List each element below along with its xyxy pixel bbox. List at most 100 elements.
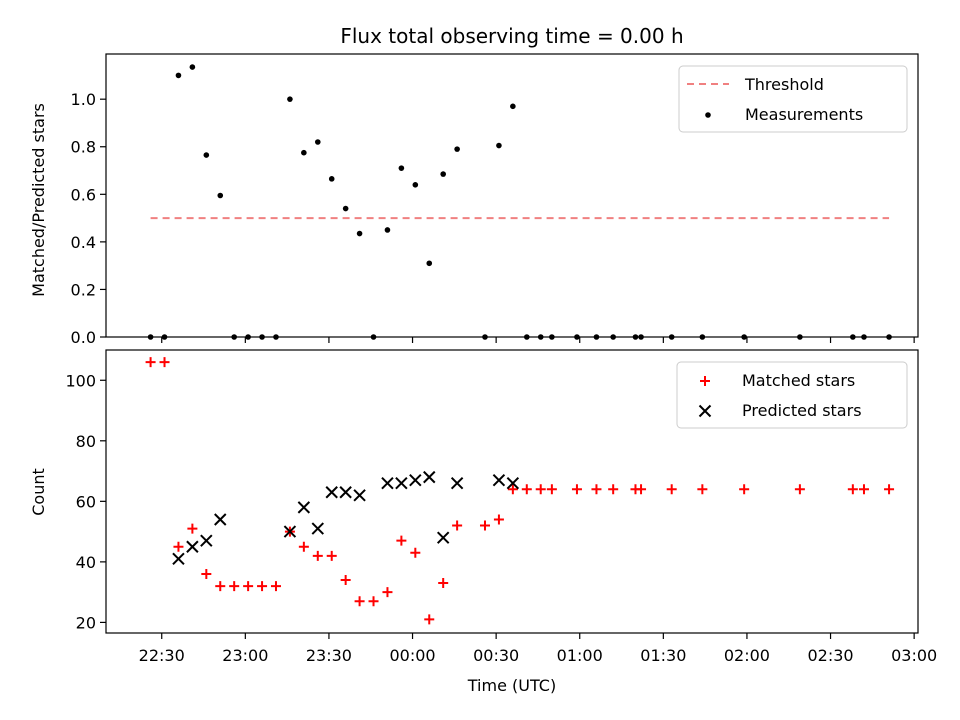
matched-star-point	[535, 484, 546, 495]
x-tick-label: 00:00	[389, 646, 435, 665]
matched-star-point	[340, 575, 351, 586]
measurement-point	[412, 181, 419, 188]
measurement-point	[440, 171, 446, 177]
x-tick-label: 22:30	[139, 646, 185, 665]
matched-star-point	[298, 541, 309, 552]
matched-star-point	[173, 541, 184, 552]
matched-star-point	[382, 587, 393, 598]
y-tick-label: 20	[76, 613, 96, 632]
matched-star-point	[608, 484, 619, 495]
measurement-point	[593, 334, 600, 340]
measurement-point	[523, 334, 530, 340]
matched-star-point	[270, 581, 281, 592]
measurement-point	[314, 139, 321, 145]
matched-star-point	[396, 535, 407, 546]
matched-star-point	[145, 357, 156, 368]
measurement-point	[189, 64, 196, 70]
measurement-point	[537, 334, 544, 340]
axes-frame	[105, 53, 919, 338]
measurement-point	[549, 334, 555, 340]
legend-swatch-measurements	[705, 112, 711, 118]
matched-star-point	[493, 514, 504, 525]
measurement-point	[217, 192, 224, 199]
predicted-star-point	[186, 540, 199, 553]
y-tick-label: 0.4	[71, 233, 96, 252]
matched-star-point	[739, 484, 750, 495]
matched-star-point	[215, 581, 226, 592]
legend-label-predicted: Predicted stars	[742, 401, 862, 420]
measurement-point	[259, 334, 265, 340]
predicted-star-point	[423, 470, 436, 484]
predicted-star-point	[311, 522, 324, 535]
matched-star-point	[591, 484, 602, 495]
measurement-point	[287, 96, 293, 102]
y-tick-label: 40	[76, 553, 96, 572]
matched-star-point	[858, 484, 869, 495]
measurement-point	[273, 334, 279, 340]
matched-star-point	[257, 581, 268, 592]
measurement-point	[850, 334, 856, 340]
measurement-point	[496, 142, 502, 149]
legend-swatch-predicted	[698, 404, 712, 418]
matched-star-point	[847, 484, 858, 495]
predicted-star-point	[381, 476, 394, 490]
matched-star-point	[187, 523, 198, 534]
measurement-point	[632, 334, 639, 340]
measurement-point	[861, 334, 867, 340]
y-tick-label: 0.2	[71, 280, 96, 299]
predicted-star-point	[409, 473, 422, 487]
y-tick-label: 1.0	[71, 90, 96, 109]
matched-star-point	[229, 581, 240, 592]
measurement-point	[384, 227, 391, 233]
measurement-point	[231, 334, 237, 340]
predicted-star-point	[436, 531, 450, 544]
predicted-star-point	[214, 513, 227, 526]
matched-star-point	[546, 484, 557, 495]
x-tick-label: 02:30	[807, 646, 853, 665]
matched-star-point	[666, 484, 677, 495]
y-axis-label: Matched/Predicted stars	[29, 103, 48, 297]
measurement-point	[342, 205, 349, 212]
x-tick-label: 00:30	[473, 646, 519, 665]
predicted-star-point	[353, 489, 366, 502]
measurement-point	[510, 103, 516, 110]
matched-star-point	[354, 596, 365, 607]
matched-star-point	[571, 484, 582, 495]
matched-star-point	[410, 547, 421, 558]
x-tick-label: 23:30	[306, 646, 352, 665]
measurement-point	[426, 260, 433, 267]
y-axis-label: Count	[29, 468, 48, 516]
legend-label-matched: Matched stars	[742, 371, 855, 390]
matched-star-point	[507, 484, 518, 495]
measurement-point	[638, 334, 644, 340]
matched-star-point	[521, 484, 532, 495]
predicted-star-point	[200, 534, 213, 547]
measurement-point	[482, 334, 488, 340]
measurement-point	[398, 165, 405, 171]
bottom-panel: 20 40 60 80 100 22:30 23:00 23:30 00:00 00:30 01:0…	[29, 349, 937, 665]
measurement-point	[147, 334, 154, 340]
matched-star-point	[312, 550, 323, 561]
matched-star-point	[452, 520, 463, 531]
measurement-point	[175, 72, 182, 79]
matched-star-point	[794, 484, 805, 495]
axes-frame	[105, 349, 919, 634]
matched-star-point	[438, 578, 449, 589]
y-tick-label: 100	[65, 371, 96, 390]
x-tick-label: 23:00	[222, 646, 268, 665]
y-tick-label: 80	[76, 432, 96, 451]
predicted-star-point	[283, 525, 297, 538]
measurement-point	[797, 334, 803, 340]
legend-bottom: Matched stars Predicted stars	[676, 361, 908, 429]
matched-star-point	[479, 520, 490, 531]
predicted-star-point	[297, 501, 311, 514]
x-axis-label: Time (UTC)	[467, 676, 556, 695]
measurement-point	[699, 334, 706, 340]
matched-star-point	[326, 550, 337, 561]
matched-star-point	[159, 357, 170, 368]
measurement-point	[668, 334, 675, 340]
measurement-point	[454, 146, 460, 152]
predicted-star-point	[395, 476, 408, 490]
chart-title: Flux total observing time = 0.00 h	[340, 24, 683, 48]
